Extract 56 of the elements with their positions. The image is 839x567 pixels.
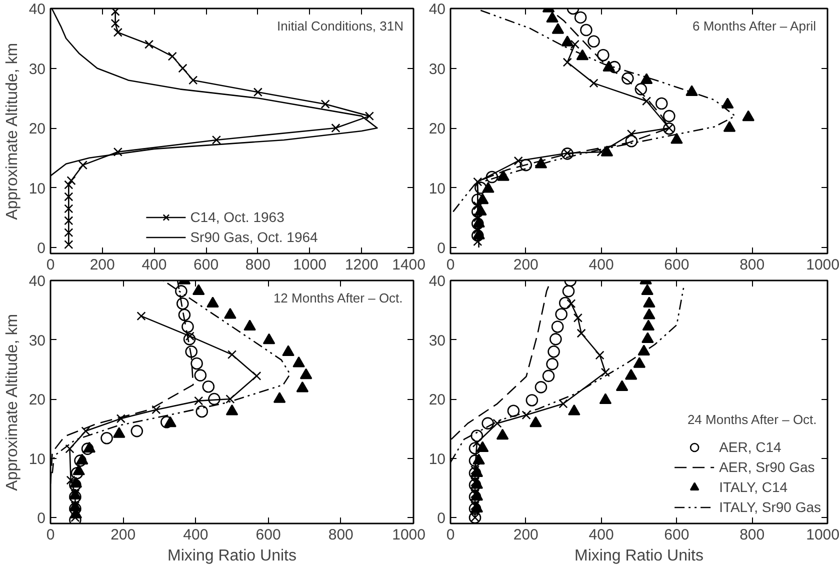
x-tick-label: 800 (245, 256, 270, 274)
y-tick-label: 40 (428, 1, 446, 18)
y-tick-label: 30 (428, 60, 446, 78)
legend-label: AER, Sr90 Gas (719, 459, 815, 475)
y-axis-title: Approximate Altitude, km (4, 314, 21, 491)
x-tick-label: 400 (588, 256, 614, 274)
y-tick-label: 0 (37, 240, 46, 258)
text: 24 Months After – Oct. (687, 412, 817, 427)
legend-label: ITALY, Sr90 Gas (719, 499, 821, 515)
legend-label: AER, C14 (719, 439, 782, 455)
y-tick-label: 30 (428, 332, 446, 350)
y-tick-label: 10 (428, 450, 446, 468)
x-tick-label: 800 (328, 526, 354, 544)
legend-label: Sr90 Gas, Oct. 1964 (190, 229, 318, 245)
x-tick-label: 600 (664, 526, 690, 544)
x-axis-title: Mixing Ratio Units (574, 548, 704, 564)
x-tick-label: 600 (256, 526, 281, 544)
x-tick-label: 600 (194, 256, 219, 274)
x-tick-label: 800 (740, 526, 765, 544)
x-tick-label: 400 (588, 526, 614, 544)
x-tick-label: 1000 (806, 256, 839, 274)
y-tick-label: 20 (428, 120, 446, 138)
x-tick-label: 200 (513, 526, 538, 544)
text: 12 Months After – Oct. (273, 290, 403, 306)
y-tick-label: 10 (28, 450, 46, 468)
x-tick-label: 600 (664, 256, 690, 274)
y-tick-label: 20 (428, 392, 446, 409)
y-tick-label: 40 (28, 1, 46, 18)
x-tick-label: 200 (513, 256, 538, 274)
x-tick-label: 800 (740, 256, 765, 274)
y-tick-label: 40 (428, 273, 446, 290)
y-tick-label: 10 (28, 180, 46, 198)
y-tick-label: 30 (28, 332, 46, 350)
x-tick-label: 200 (90, 256, 115, 274)
y-tick-label: 0 (37, 510, 46, 528)
x-tick-label: 1000 (293, 256, 326, 274)
y-tick-label: 20 (28, 392, 46, 409)
legend-label: ITALY, C14 (719, 479, 788, 495)
x-tick-label: 400 (142, 256, 167, 274)
x-tick-label: 400 (183, 526, 208, 544)
legend-label: C14, Oct. 1963 (190, 209, 284, 225)
x-axis-title: Mixing Ratio Units (168, 548, 296, 564)
x-tick-label: 1400 (392, 256, 426, 274)
y-tick-label: 20 (28, 120, 46, 138)
x-tick-label: 1000 (392, 526, 426, 544)
x-tick-label: 200 (110, 526, 136, 544)
y-tick-label: 40 (28, 273, 46, 290)
text: Initial Conditions, 31N (277, 18, 404, 34)
y-tick-label: 10 (428, 180, 446, 198)
text: 6 Months After – April (692, 18, 816, 34)
x-tick-label: 1200 (344, 256, 378, 274)
y-tick-label: 0 (437, 240, 446, 258)
y-tick-label: 30 (28, 60, 46, 78)
y-tick-label: 0 (437, 510, 446, 528)
x-tick-label: 1000 (806, 526, 839, 544)
y-axis-title: Approximate Altitude, km (4, 42, 21, 220)
